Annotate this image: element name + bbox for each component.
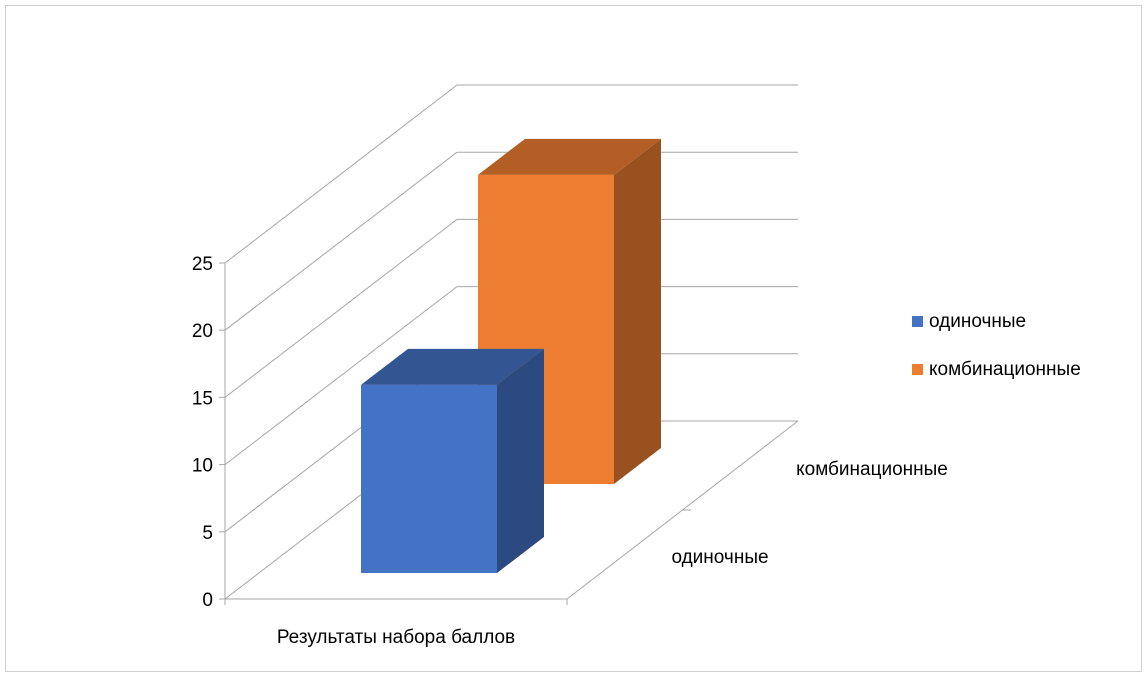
chart-bars bbox=[361, 138, 661, 573]
depth-category-label: комбинационные bbox=[796, 459, 948, 480]
bar-single-top bbox=[361, 348, 544, 385]
bar-combo-top bbox=[478, 138, 661, 175]
bar-single-side bbox=[497, 348, 544, 573]
floor-right-edge bbox=[566, 420, 799, 600]
side-gridline bbox=[224, 286, 458, 465]
bar-combo-side bbox=[614, 138, 661, 484]
x-category-label: Результаты набора баллов bbox=[277, 627, 515, 648]
side-gridline bbox=[224, 84, 458, 264]
chart-axes bbox=[219, 262, 691, 605]
legend-swatch-0 bbox=[912, 316, 923, 327]
legend-swatch-1 bbox=[912, 364, 923, 375]
y-tick-label: 5 bbox=[202, 523, 213, 544]
y-tick-label: 25 bbox=[192, 254, 213, 275]
bar-single-front bbox=[361, 384, 497, 573]
chart-legend: одиночные комбинационные bbox=[912, 311, 1081, 380]
y-tick-label: 0 bbox=[202, 590, 213, 611]
chart-labels: 0 5 10 15 20 25 Результаты набора баллов одиноч… bbox=[192, 254, 948, 648]
y-tick-label: 20 bbox=[192, 321, 213, 342]
legend-label-0: одиночные bbox=[929, 311, 1026, 332]
side-gridline bbox=[224, 151, 458, 331]
y-tick-label: 10 bbox=[192, 456, 213, 477]
legend-label-1: комбинационные bbox=[929, 359, 1081, 380]
depth-category-label: одиночные bbox=[671, 547, 768, 568]
side-gridline bbox=[224, 219, 458, 398]
y-tick-label: 15 bbox=[192, 388, 213, 409]
